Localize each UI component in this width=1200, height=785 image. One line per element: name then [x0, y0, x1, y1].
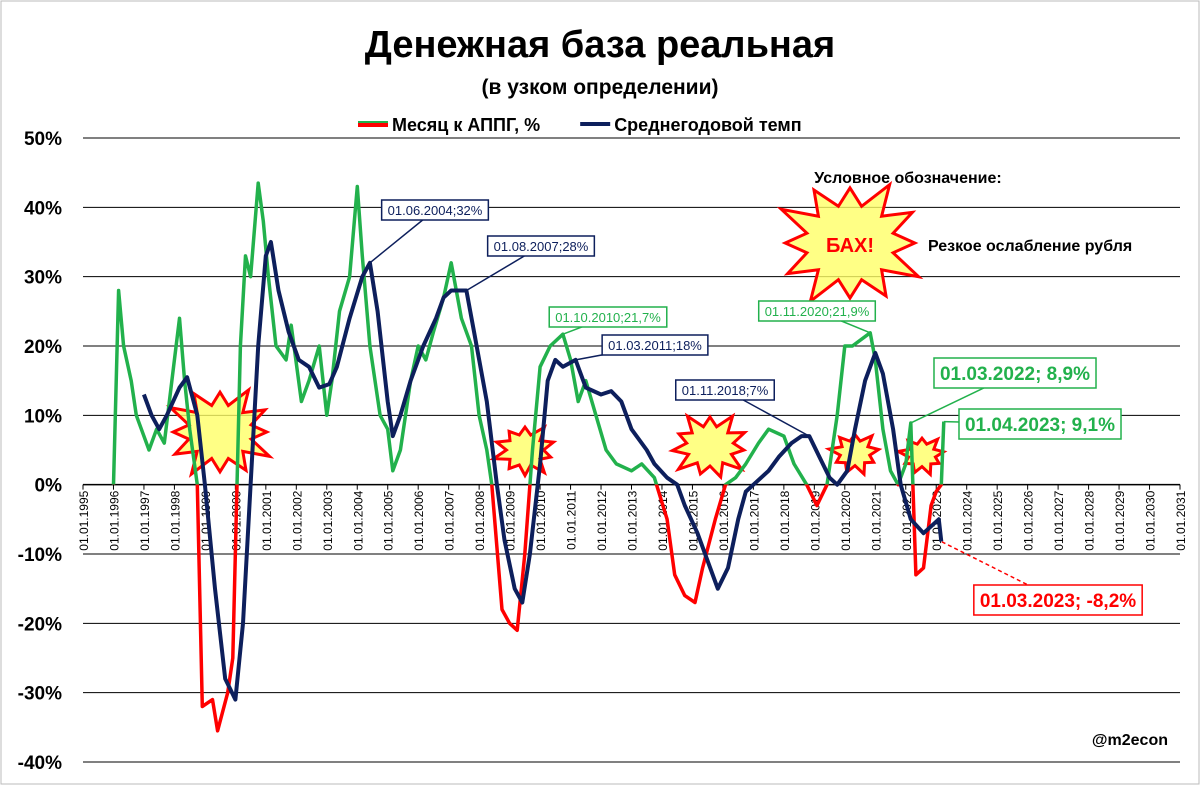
x-tick-label: 01.01.2029 [1113, 490, 1127, 550]
x-tick-label: 01.01.2005 [382, 490, 396, 550]
annotation-label: 01.06.2004;32% [388, 203, 483, 218]
y-tick-label: -30% [18, 684, 62, 705]
x-tick-label: 01.01.2012 [595, 490, 609, 550]
x-tick-label: 01.01.2021 [869, 490, 883, 550]
key-text: Резкое ослабление рубля [928, 238, 1132, 255]
x-tick-label: 01.01.2028 [1083, 490, 1097, 550]
annotation-box [380, 199, 490, 221]
y-tick-label: 50% [24, 129, 62, 150]
x-tick-label: 01.01.2013 [626, 490, 640, 550]
x-tick-label: 01.01.1997 [138, 490, 152, 550]
x-tick-label: 01.01.2022 [900, 490, 914, 550]
legend-label: Месяц к АППГ, % [392, 115, 540, 135]
annotation-box [958, 408, 1122, 440]
annotation-box [548, 306, 668, 328]
credit: @m2econ [1092, 732, 1168, 749]
x-tick-label: 01.01.2009 [504, 490, 518, 550]
y-tick-label: 20% [24, 337, 62, 358]
x-tick-label: 01.01.2026 [1022, 490, 1036, 550]
key-symbol: БАХ! [826, 235, 874, 257]
annotation-box [973, 584, 1143, 616]
annotation-label: 01.11.2020;21,9% [765, 304, 870, 319]
annotation-label: 01.04.2023; 9,1% [965, 415, 1115, 436]
annotation-box [601, 334, 709, 356]
x-tick-label: 01.01.2014 [656, 490, 670, 550]
series-line [142, 240, 944, 702]
annotation-label: 01.03.2011;18% [608, 338, 702, 353]
x-tick-label: 01.01.2007 [443, 490, 457, 550]
series-line [111, 181, 946, 733]
x-tick-label: 01.01.2031 [1174, 490, 1188, 550]
annotation-label: 01.10.2010;21,7% [555, 310, 661, 325]
x-tick-label: 01.01.2025 [991, 490, 1005, 550]
x-tick-label: 01.01.2004 [351, 490, 365, 550]
chart-subtitle: (в узком определении) [482, 76, 719, 99]
x-tick-label: 01.01.2030 [1144, 490, 1158, 550]
annotation-label: 01.03.2022; 8,9% [940, 364, 1090, 385]
x-tick-label: 01.01.2011 [565, 490, 579, 549]
x-tick-label: 01.01.2008 [473, 490, 487, 550]
x-tick-label: 01.01.2001 [260, 490, 274, 550]
annotation-box [757, 300, 877, 322]
x-tick-label: 01.01.2020 [839, 490, 853, 550]
x-tick-label: 01.01.1998 [168, 490, 182, 550]
starburst [776, 180, 924, 306]
x-tick-label: 01.01.1995 [77, 490, 91, 550]
annotation-label: 01.03.2023; -8,2% [980, 591, 1136, 612]
annotation-label: 01.11.2018;7% [682, 383, 769, 398]
starburst [668, 412, 749, 481]
y-tick-label: 30% [24, 268, 62, 289]
x-tick-label: 01.01.2016 [717, 490, 731, 550]
x-tick-label: 01.01.2017 [747, 490, 761, 550]
annotation-box [933, 357, 1097, 389]
x-tick-label: 01.01.2027 [1052, 490, 1066, 550]
x-tick-label: 01.01.2010 [534, 490, 548, 550]
x-tick-label: 01.01.2018 [778, 490, 792, 550]
x-tick-label: 01.01.2024 [961, 490, 975, 550]
y-tick-label: 40% [24, 198, 62, 219]
y-tick-label: -40% [18, 753, 62, 774]
y-tick-label: -20% [18, 614, 62, 635]
annotation-box [675, 379, 775, 401]
legend-label: Среднегодовой темп [614, 115, 801, 135]
x-tick-label: 01.01.2006 [412, 490, 426, 550]
annotation-label: 01.08.2007;28% [494, 239, 589, 254]
y-tick-label: -10% [18, 545, 62, 566]
x-tick-label: 01.01.2002 [290, 490, 304, 550]
y-tick-label: 10% [24, 406, 62, 427]
starburst [824, 432, 883, 478]
key-title: Условное обозначение: [814, 170, 1001, 187]
x-tick-label: 01.01.1996 [107, 490, 121, 550]
x-tick-label: 01.01.2003 [321, 490, 335, 550]
y-tick-label: 0% [35, 476, 63, 497]
annotation-box [486, 235, 596, 257]
chart-title: Денежная база реальная [365, 24, 835, 66]
